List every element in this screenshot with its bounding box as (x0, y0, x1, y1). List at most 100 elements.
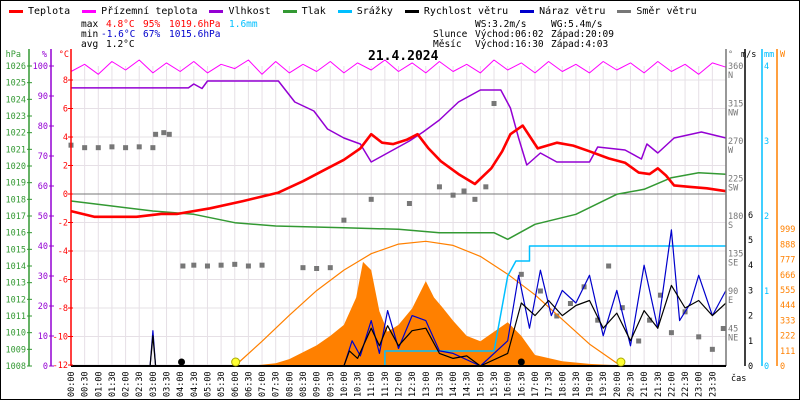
tick-direction-compass: N (728, 71, 733, 81)
wind-direction-point (109, 144, 115, 150)
legend-label: Směr větru (636, 5, 697, 17)
tick-time: 14:00 (449, 371, 459, 397)
tick-time: 21:30 (654, 371, 664, 397)
tick-pressure: 1009 (6, 345, 26, 355)
wind-direction-point (259, 262, 265, 268)
wind-direction-point (606, 263, 612, 269)
tick-direction: 360 (728, 62, 743, 72)
wind-direction-point (461, 188, 467, 194)
wind-direction-point (82, 145, 88, 151)
tick-time: 16:00 (504, 371, 514, 397)
tick-humidity: 100 (33, 62, 48, 72)
max-pressure: 1019.6hPa (169, 19, 221, 30)
tick-time: 04:30 (190, 371, 200, 397)
tick-pressure: 1021 (6, 145, 26, 155)
tick-pressure: 1010 (6, 329, 26, 339)
min-label: min (81, 29, 99, 40)
tick-time: 18:00 (558, 371, 568, 397)
tick-pressure: 1013 (6, 279, 26, 289)
tick-humidity: 60 (38, 182, 48, 192)
tick-solar: 888 (780, 240, 795, 250)
series-prizemni-teplota (70, 59, 727, 75)
legend-srazky: Srážky (337, 6, 393, 17)
tick-direction-compass: SW (728, 184, 739, 194)
wind-direction-point (327, 265, 333, 271)
tick-time: 14:30 (463, 371, 473, 397)
tick-solar: 666 (780, 271, 795, 281)
wind-direction-point (161, 130, 167, 136)
legend-swatch (337, 9, 352, 13)
tick-humidity: 50 (38, 212, 48, 222)
tick-rain: 1 (764, 287, 769, 297)
tick-time: 15:30 (490, 371, 500, 397)
tick-time: 19:30 (599, 371, 609, 397)
tick-time: 08:30 (299, 371, 309, 397)
wind-direction-point (218, 262, 224, 268)
axis-unit-humidity: % (42, 50, 47, 60)
tick-humidity: 90 (38, 92, 48, 102)
tick-temperature: 6 (63, 105, 68, 115)
tick-solar: 0 (780, 362, 785, 372)
tick-pressure: 1008 (6, 362, 26, 372)
legend-swatch (9, 9, 23, 13)
series-vlhkost (71, 80, 727, 166)
tick-direction: 315 (728, 100, 743, 110)
wind-direction-point (636, 338, 642, 344)
tick-time: 17:00 (531, 371, 541, 397)
wind-direction-point (191, 262, 197, 268)
wind-direction-point (368, 196, 374, 202)
min-temp: -1.6°C (101, 29, 136, 40)
tick-time: 21:00 (640, 371, 650, 397)
tick-time: 13:30 (435, 371, 445, 397)
tick-pressure: 1022 (6, 129, 26, 139)
tick-time: 23:30 (708, 371, 718, 397)
legend-swatch (82, 9, 97, 13)
tick-temperature: -8 (58, 304, 68, 314)
tick-solar: 111 (780, 347, 795, 357)
moonrise: Východ:16:30 (475, 39, 544, 50)
tick-time: 05:30 (217, 371, 227, 397)
tick-time: 01:00 (94, 371, 104, 397)
tick-time: 03:00 (149, 371, 159, 397)
legend-swatch (617, 9, 632, 13)
avg-temp: 1.2°C (106, 39, 135, 50)
tick-humidity: 10 (38, 332, 48, 342)
avg-label: avg (81, 39, 99, 50)
wind-direction-point (436, 184, 442, 190)
wind-direction-point (153, 131, 159, 137)
tick-temperature: -2 (58, 219, 68, 229)
axis-unit-solar: W (780, 50, 786, 60)
axis-unit-direction: ° (728, 50, 733, 60)
tick-time: 02:30 (135, 371, 145, 397)
sunrise: Východ:06:02 (475, 29, 544, 40)
axis-unit-wind: m/s (741, 50, 756, 60)
wind-direction-point (123, 145, 129, 151)
legend-swatch (209, 9, 224, 13)
legend-label: Teplota (28, 5, 71, 17)
tick-humidity: 80 (38, 122, 48, 132)
tick-time: 12:30 (408, 371, 418, 397)
tick-time: 16:30 (517, 371, 527, 397)
tick-direction: 225 (728, 175, 743, 185)
tick-time: 03:30 (163, 371, 173, 397)
wind-direction-point (314, 266, 320, 271)
wind-direction-point (647, 317, 653, 323)
tick-rain: 3 (764, 137, 769, 147)
legend-label: Náraz větru (539, 5, 606, 17)
tick-pressure: 1018 (6, 195, 26, 205)
wind-direction-point (567, 301, 573, 306)
tick-temperature: -6 (58, 276, 68, 286)
tick-humidity: 20 (38, 302, 48, 312)
max-humidity: 95% (143, 19, 161, 30)
tick-time: 08:00 (285, 371, 295, 397)
legend-rychlost-vetru: Rychlost větru (404, 6, 508, 17)
moon-label: Měsíc (433, 39, 462, 50)
series-tlak (70, 171, 727, 241)
tick-time: 11:30 (381, 371, 391, 397)
tick-time: 09:30 (326, 371, 336, 397)
tick-wind: 5 (748, 236, 753, 246)
tick-time: 07:30 (272, 371, 282, 397)
tick-time: 22:30 (681, 371, 691, 397)
